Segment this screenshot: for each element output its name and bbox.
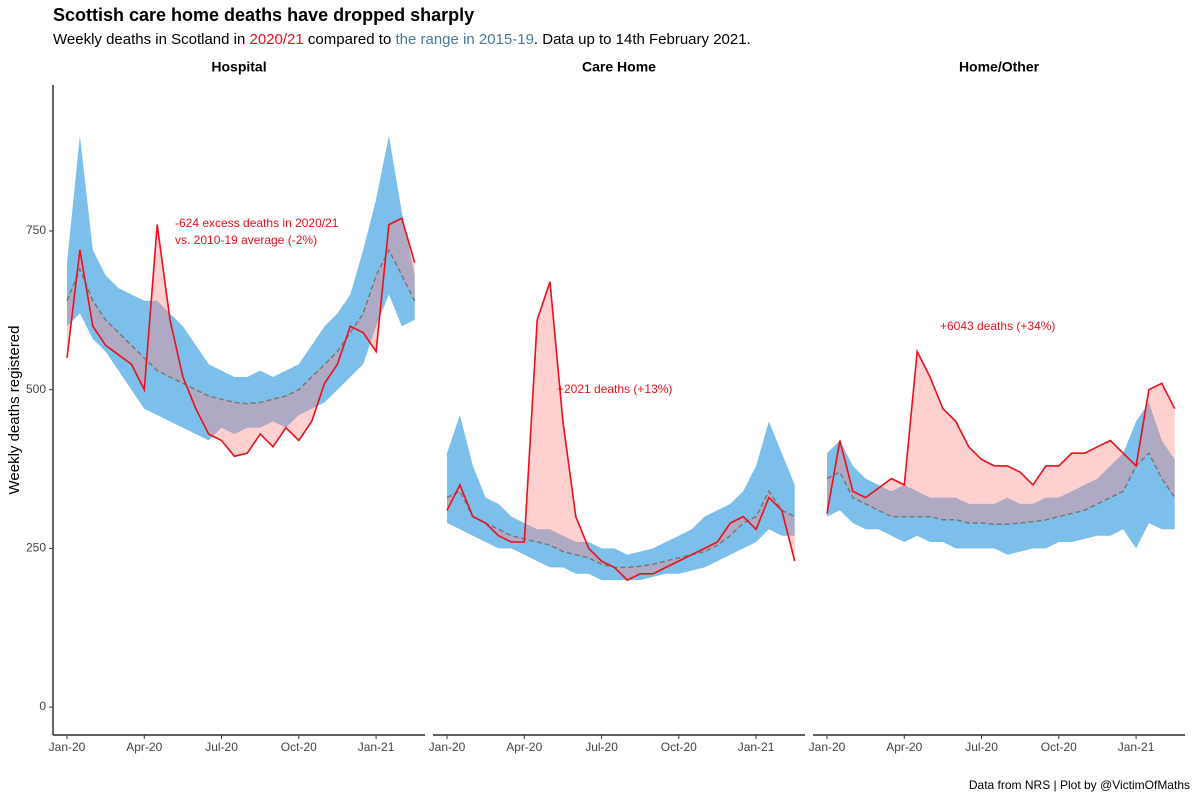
annotation: +2021 deaths (+13%) [557,382,672,396]
x-tick-label: Oct-20 [281,740,317,754]
subtitle-part: . Data up to 14th February 2021. [534,31,751,48]
subtitle-part: Weekly deaths in Scotland in [53,31,250,48]
excess-area [447,281,795,581]
y-axis-label: Weekly deaths registered [6,326,23,495]
x-tick-label: Apr-20 [126,740,162,754]
y-tick-label: 250 [26,541,46,555]
deaths-line [66,217,416,458]
deaths-line [826,348,1176,514]
x-tick-label: Oct-20 [661,740,697,754]
average-line [66,248,416,405]
subtitle-part: 2020/21 [250,31,304,48]
x-tick-label: Jul-20 [965,740,998,754]
x-tick-label: Jul-20 [205,740,238,754]
x-tick-label: Jan-20 [809,740,846,754]
x-tick-label: Jan-21 [1118,740,1155,754]
annotation: +6043 deaths (+34%) [940,319,1055,333]
excess-area [67,218,415,457]
chart-title: Scottish care home deaths have dropped s… [53,5,474,25]
x-tick-label: Apr-20 [506,740,542,754]
annotation: vs. 2010-19 average (-2%) [175,233,317,247]
x-tick-label: Apr-20 [886,740,922,754]
range-band [447,415,795,581]
x-tick-label: Jan-21 [358,740,395,754]
x-tick-label: Jan-20 [49,740,86,754]
x-tick-label: Jan-21 [738,740,775,754]
x-tick-label: Jan-20 [429,740,466,754]
excess-area [827,351,1175,525]
average-line [446,489,796,569]
y-tick-label: 500 [26,382,46,396]
caption: Data from NRS | Plot by @VictimOfMaths [969,778,1190,792]
deaths-line [446,281,796,582]
x-tick-label: Oct-20 [1041,740,1077,754]
panel-title: Care Home [582,59,656,75]
subtitle-part: the range in 2015-19 [395,31,533,48]
y-tick-label: 0 [39,699,46,713]
panel-title: Hospital [211,59,266,75]
chart-subtitle: Weekly deaths in Scotland in 2020/21 com… [53,31,751,48]
annotation: -624 excess deaths in 2020/21 [175,216,339,230]
average-line [826,451,1176,526]
panel-title: Home/Other [959,59,1040,75]
x-tick-label: Jul-20 [585,740,618,754]
subtitle-part: compared to [304,31,396,48]
y-tick-label: 750 [26,223,46,237]
range-band [67,135,415,441]
